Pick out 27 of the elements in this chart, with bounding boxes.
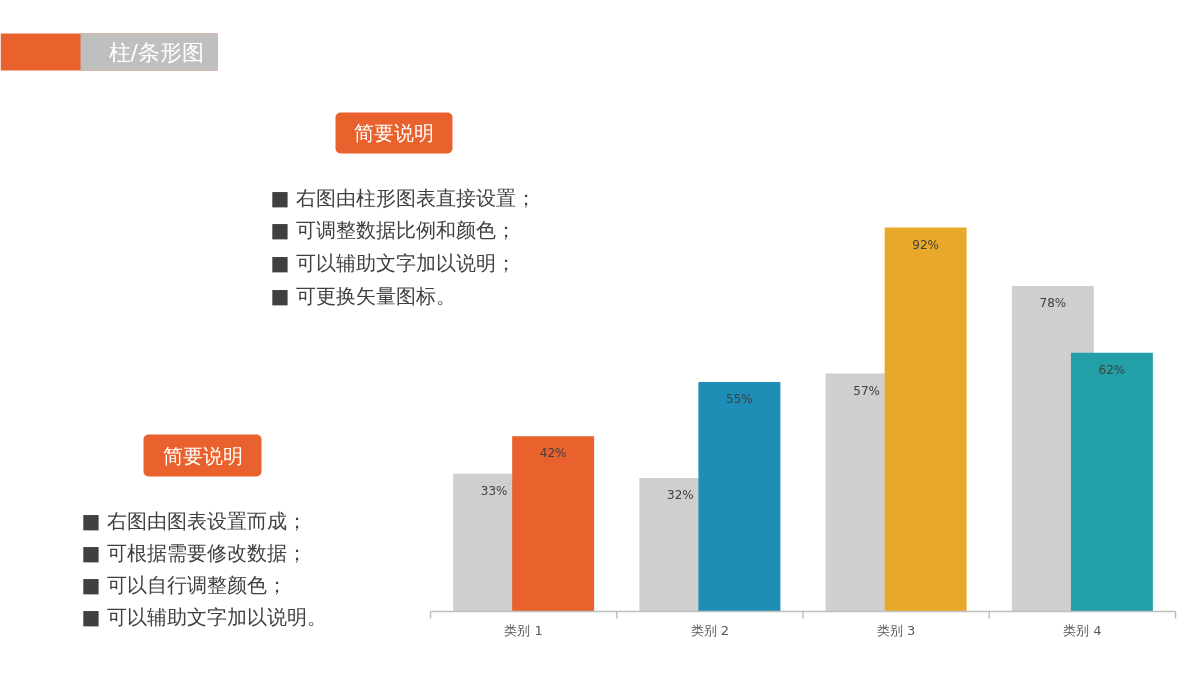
data-label: 57% [853,383,880,398]
annotation: ■ 可调整数据比例和颜色； [270,218,516,243]
text: 柱/条形图 [108,40,204,65]
text: 简要说明 [162,443,243,468]
data-label: 92% [912,237,939,252]
bar [698,381,781,612]
annotation: ■ 可以辅助文字加以说明； [270,250,516,275]
data-label: 32% [667,487,694,502]
data-label: 42% [539,446,567,461]
text: 简要说明 [354,121,434,145]
x-tick-label: 类别 4 [1063,623,1102,638]
data-label: 78% [1039,295,1067,310]
text: ■ 可以自行调整颜色； [81,572,287,597]
text: ■ 可以辅助文字加以说明。 [81,604,327,629]
data-label: 33% [480,483,508,498]
text: ■ 可根据需要修改数据； [81,540,307,565]
bar [884,227,967,612]
text: ■ 右图由图表设置而成； [81,508,307,533]
text: ■ 右图由柱形图表直接设置； [270,185,536,210]
x-tick-label: 类别 1 [504,623,543,638]
x-tick-label: 类别 2 [690,623,730,638]
bar [512,436,595,612]
annotation: ■ 可更换矢量图标。 [270,283,456,308]
x-tick-label: 类别 3 [876,623,916,638]
data-label: 62% [1098,362,1126,377]
data-label: 55% [726,391,753,406]
bar [1070,352,1153,612]
